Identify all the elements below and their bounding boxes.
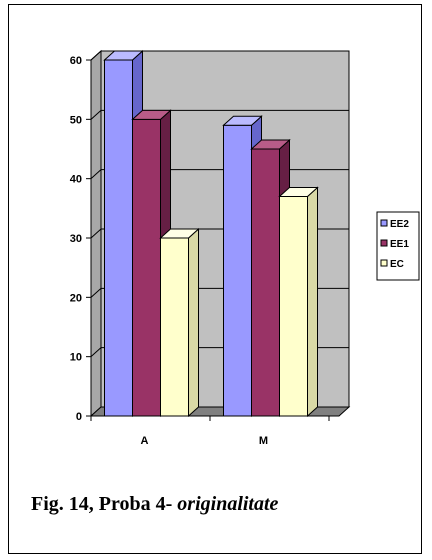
grid-line — [90, 50, 349, 61]
y-tick-label: 50 — [70, 114, 82, 126]
bar-top — [131, 109, 172, 120]
bar-side — [188, 227, 199, 418]
legend-label: EC — [390, 259, 404, 270]
y-tick-label: 60 — [70, 55, 82, 67]
legend-swatch — [380, 259, 388, 267]
bar-front — [223, 124, 252, 417]
legend: EE2 EE1 EC — [376, 211, 420, 281]
y-tick-label: 30 — [70, 233, 82, 245]
bar-top — [103, 50, 144, 61]
y-tick-label: 10 — [70, 352, 82, 364]
grid-line — [90, 109, 349, 120]
y-tick-label: 40 — [70, 174, 82, 186]
bar-front — [160, 237, 189, 417]
legend-swatch — [380, 239, 388, 247]
bar-side — [307, 186, 318, 418]
caption-prefix: Fig. 14, Proba 4- — [31, 493, 178, 515]
bar-top — [278, 186, 319, 197]
bar-front — [251, 148, 280, 417]
bar-EC-M — [278, 186, 319, 418]
bar-front — [279, 195, 308, 417]
x-tick-label: M — [259, 435, 268, 447]
bar-front — [132, 118, 161, 417]
bar-top — [250, 139, 291, 150]
bar-top — [222, 115, 263, 126]
bar-EC-A — [159, 227, 200, 418]
legend-label: EE1 — [390, 239, 409, 250]
y-tick-label: 20 — [70, 292, 82, 304]
bars — [103, 49, 319, 418]
bar-front — [104, 59, 133, 417]
caption-italic: originalitate — [177, 493, 279, 515]
y-tick-label: 0 — [76, 411, 82, 423]
y-axis: 0 10 20 30 40 50 60 — [70, 55, 92, 423]
legend-swatch — [380, 219, 388, 227]
figure-caption: Fig. 14, Proba 4- originalitate — [31, 493, 278, 516]
bar-top — [159, 228, 200, 239]
x-tick-label: A — [141, 435, 149, 447]
legend-label: EE2 — [390, 219, 409, 230]
